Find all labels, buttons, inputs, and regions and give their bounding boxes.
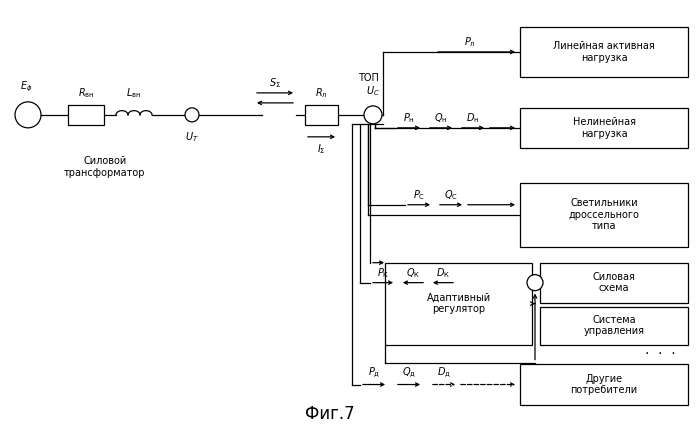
Text: $Q_{\rm н}$: $Q_{\rm н}$ [434, 111, 448, 125]
Bar [540, 307, 688, 345]
Text: $L_{\rm вн}$: $L_{\rm вн}$ [126, 86, 141, 100]
Text: $P_{\rm д}$: $P_{\rm д}$ [368, 366, 380, 380]
Text: $Q_{\rm C}$: $Q_{\rm C}$ [444, 188, 458, 201]
Bar [540, 263, 688, 302]
Text: Светильники
дроссельного
типа: Светильники дроссельного типа [568, 198, 639, 231]
Text: Нелинейная
нагрузка: Нелинейная нагрузка [573, 117, 636, 138]
Text: Силовой
трансформатор: Силовой трансформатор [64, 156, 146, 178]
Text: Другие
потребители: Другие потребители [570, 374, 638, 395]
Text: ТОП: ТОП [358, 73, 379, 83]
Text: $P_{\rm C}$: $P_{\rm C}$ [413, 188, 425, 201]
Text: $P_{\rm К}$: $P_{\rm К}$ [377, 266, 389, 279]
Bar [520, 27, 688, 77]
Text: $U_T$: $U_T$ [186, 130, 199, 144]
Text: Фиг.7: Фиг.7 [305, 406, 355, 423]
Text: $U_C$: $U_C$ [366, 84, 380, 98]
Bar [520, 183, 688, 247]
Circle shape [15, 102, 41, 128]
Bar [68, 105, 104, 125]
Text: $Q_{\rm К}$: $Q_{\rm К}$ [406, 266, 420, 279]
Circle shape [527, 275, 543, 291]
Bar [305, 105, 338, 125]
Bar [520, 108, 688, 148]
Text: $I_{\Sigma}$: $I_{\Sigma}$ [317, 142, 326, 156]
Text: $P_{\rm л}$: $P_{\rm л}$ [464, 35, 476, 49]
Text: $D_{\rm н}$: $D_{\rm н}$ [466, 111, 480, 125]
Text: $E_{\phi}$: $E_{\phi}$ [20, 80, 32, 94]
Text: $D_{\rm К}$: $D_{\rm К}$ [436, 266, 450, 279]
Text: $R_{\rm л}$: $R_{\rm л}$ [315, 86, 328, 100]
Text: Адаптивный
регулятор: Адаптивный регулятор [426, 293, 491, 314]
Text: Линейная активная
нагрузка: Линейная активная нагрузка [553, 41, 655, 63]
Text: $R_{\rm вн}$: $R_{\rm вн}$ [78, 86, 94, 100]
Text: $S_{\Sigma}$: $S_{\Sigma}$ [269, 76, 281, 90]
Text: $P_{\rm н}$: $P_{\rm н}$ [403, 111, 415, 125]
Text: Система
управления: Система управления [584, 315, 645, 337]
Text: $D_{\rm д}$: $D_{\rm д}$ [437, 366, 451, 380]
Bar [385, 263, 532, 345]
Text: $Q_{\rm д}$: $Q_{\rm д}$ [402, 366, 416, 380]
Bar [520, 363, 688, 406]
Text: ·  ·  ·: · · · [645, 347, 676, 360]
Circle shape [185, 108, 199, 122]
Circle shape [364, 106, 382, 124]
Text: Силовая
схема: Силовая схема [593, 272, 636, 294]
